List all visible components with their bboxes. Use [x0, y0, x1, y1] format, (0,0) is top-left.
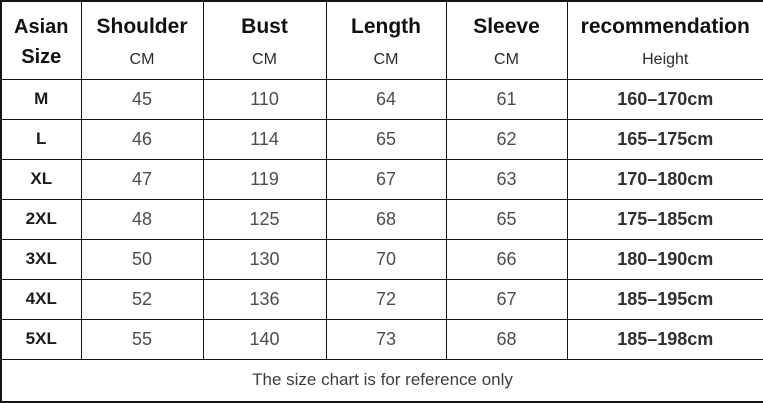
- column-title-length: Length: [327, 12, 446, 38]
- shoulder-value: 46: [81, 119, 203, 159]
- shoulder-value: 48: [81, 199, 203, 239]
- table-row-xl: XL 47 119 67 63 170–180cm: [1, 159, 763, 199]
- column-title-bust: Bust: [204, 12, 326, 38]
- height-range: 160–170cm: [567, 79, 763, 119]
- height-range: 175–185cm: [567, 199, 763, 239]
- table-row-5xl: 5XL 55 140 73 68 185–198cm: [1, 319, 763, 359]
- length-value: 70: [326, 239, 446, 279]
- bust-value: 125: [203, 199, 326, 239]
- header-cell-length: Length CM: [326, 1, 446, 79]
- header-cell-asian-size: Asian Size: [1, 1, 81, 79]
- shoulder-value: 47: [81, 159, 203, 199]
- size-label: 2XL: [1, 199, 81, 239]
- length-value: 73: [326, 319, 446, 359]
- size-label: XL: [1, 159, 81, 199]
- length-value: 67: [326, 159, 446, 199]
- table-row-2xl: 2XL 48 125 68 65 175–185cm: [1, 199, 763, 239]
- length-value: 72: [326, 279, 446, 319]
- column-unit-sleeve: CM: [447, 39, 567, 69]
- header-cell-sleeve: Sleeve CM: [446, 1, 567, 79]
- sleeve-value: 67: [446, 279, 567, 319]
- column-unit-shoulder: CM: [82, 39, 203, 69]
- height-range: 180–190cm: [567, 239, 763, 279]
- header-cell-bust: Bust CM: [203, 1, 326, 79]
- sleeve-value: 68: [446, 319, 567, 359]
- table-row-m: M 45 110 64 61 160–170cm: [1, 79, 763, 119]
- table-row-3xl: 3XL 50 130 70 66 180–190cm: [1, 239, 763, 279]
- height-range: 170–180cm: [567, 159, 763, 199]
- sleeve-value: 62: [446, 119, 567, 159]
- table-row-4xl: 4XL 52 136 72 67 185–195cm: [1, 279, 763, 319]
- height-range: 165–175cm: [567, 119, 763, 159]
- sleeve-value: 63: [446, 159, 567, 199]
- sleeve-value: 65: [446, 199, 567, 239]
- shoulder-value: 55: [81, 319, 203, 359]
- header-row: Asian Size Shoulder CM Bust CM Length CM…: [1, 1, 763, 79]
- bust-value: 114: [203, 119, 326, 159]
- size-label: 4XL: [1, 279, 81, 319]
- bust-value: 119: [203, 159, 326, 199]
- sleeve-value: 61: [446, 79, 567, 119]
- size-label: 3XL: [1, 239, 81, 279]
- column-unit-bust: CM: [204, 39, 326, 69]
- column-title-asian: Asian: [2, 13, 81, 38]
- column-subtitle-size: Size: [2, 38, 81, 68]
- column-title-recommendation: recommendation: [568, 12, 763, 38]
- length-value: 68: [326, 199, 446, 239]
- sleeve-value: 66: [446, 239, 567, 279]
- bust-value: 130: [203, 239, 326, 279]
- size-label: L: [1, 119, 81, 159]
- shoulder-value: 52: [81, 279, 203, 319]
- column-subtitle-height: Height: [568, 39, 763, 69]
- shoulder-value: 50: [81, 239, 203, 279]
- height-range: 185–195cm: [567, 279, 763, 319]
- reference-note: The size chart is for reference only: [1, 359, 763, 402]
- column-title-sleeve: Sleeve: [447, 12, 567, 38]
- size-label: 5XL: [1, 319, 81, 359]
- length-value: 64: [326, 79, 446, 119]
- bust-value: 140: [203, 319, 326, 359]
- shoulder-value: 45: [81, 79, 203, 119]
- bust-value: 110: [203, 79, 326, 119]
- height-range: 185–198cm: [567, 319, 763, 359]
- header-cell-recommendation: recommendation Height: [567, 1, 763, 79]
- table-row-l: L 46 114 65 62 165–175cm: [1, 119, 763, 159]
- size-label: M: [1, 79, 81, 119]
- column-title-shoulder: Shoulder: [82, 12, 203, 38]
- column-unit-length: CM: [327, 39, 446, 69]
- footer-row: The size chart is for reference only: [1, 359, 763, 402]
- length-value: 65: [326, 119, 446, 159]
- header-cell-shoulder: Shoulder CM: [81, 1, 203, 79]
- bust-value: 136: [203, 279, 326, 319]
